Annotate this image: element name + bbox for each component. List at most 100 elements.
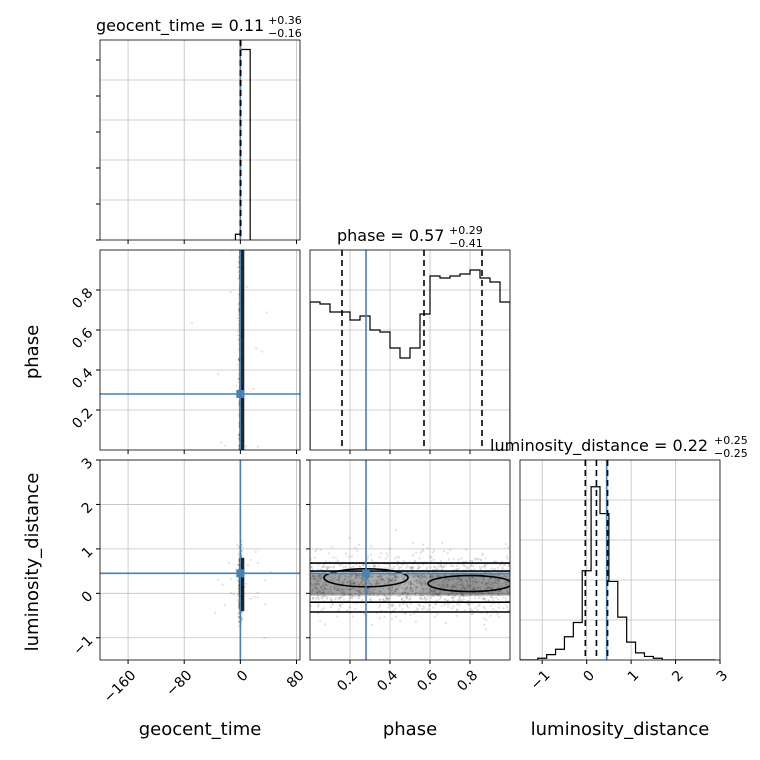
- sample-point: [354, 583, 358, 586]
- sample-point: [366, 589, 369, 592]
- sample-point: [489, 587, 493, 590]
- sample-point: [355, 563, 358, 566]
- sample-point: [236, 594, 240, 597]
- sample-point: [369, 598, 372, 601]
- sample-point: [369, 553, 373, 556]
- sample-point: [439, 564, 442, 567]
- sample-point: [366, 590, 370, 593]
- density-cell: [400, 573, 410, 596]
- sample-point: [355, 576, 358, 579]
- sample-point: [261, 350, 264, 353]
- sample-point: [324, 623, 327, 626]
- sample-point: [325, 596, 329, 599]
- sample-point: [252, 387, 255, 390]
- sample-point: [440, 563, 443, 567]
- sample-point: [382, 593, 385, 596]
- sample-point: [249, 597, 253, 600]
- sample-point: [338, 579, 341, 582]
- title-luminosity-distance-minus: −0.25: [714, 447, 748, 460]
- sample-point: [420, 576, 424, 579]
- sample-point: [484, 598, 487, 601]
- title-phase-plus: +0.29: [449, 224, 483, 237]
- sample-point: [441, 583, 444, 586]
- sample-point: [368, 597, 372, 600]
- hist-panel-phase: [309, 249, 511, 454]
- density-cell: [410, 573, 420, 596]
- sample-point: [459, 587, 462, 590]
- sample-point: [429, 566, 432, 569]
- sample-point: [317, 564, 320, 567]
- sample-point: [378, 598, 381, 601]
- sample-point: [316, 582, 319, 585]
- sample-point: [405, 595, 408, 598]
- sample-point: [432, 594, 436, 598]
- sample-point: [483, 596, 486, 599]
- sample-point: [407, 574, 410, 577]
- sample-point: [372, 565, 375, 568]
- sample-point: [397, 556, 401, 559]
- sample-point: [408, 589, 411, 592]
- density-cell: [490, 573, 500, 596]
- sample-point: [342, 588, 345, 592]
- density-cell: [440, 573, 450, 596]
- sample-point: [241, 546, 244, 549]
- sample-point: [359, 565, 362, 568]
- sample-point: [462, 565, 466, 568]
- sample-point: [370, 558, 374, 561]
- sample-point: [371, 589, 374, 593]
- sample-point: [497, 590, 500, 593]
- sample-point: [405, 596, 408, 599]
- sample-point: [410, 566, 413, 569]
- sample-point: [370, 623, 374, 626]
- sample-point: [326, 567, 329, 570]
- sample-point: [350, 594, 353, 597]
- sample-point: [377, 578, 380, 581]
- sample-point: [500, 584, 503, 587]
- sample-point: [495, 582, 499, 585]
- sample-point: [448, 585, 451, 588]
- sample-point: [507, 563, 510, 566]
- sample-point: [404, 587, 407, 590]
- sample-point: [256, 445, 259, 448]
- sample-point: [448, 593, 451, 596]
- sample-point: [220, 441, 223, 444]
- sample-point: [487, 586, 490, 589]
- sample-point: [368, 580, 371, 583]
- sample-point: [464, 587, 467, 590]
- sample-point: [405, 564, 409, 567]
- sample-point: [446, 602, 449, 605]
- sample-point: [331, 545, 334, 548]
- sample-point: [312, 574, 315, 577]
- histogram-step: [310, 269, 510, 450]
- sample-point: [415, 573, 418, 577]
- sample-point: [323, 594, 326, 598]
- density-cell: [360, 573, 370, 596]
- sample-point: [379, 604, 382, 607]
- sample-point: [397, 584, 400, 587]
- sample-point: [462, 598, 465, 601]
- sample-point: [406, 592, 410, 595]
- sample-point: [321, 565, 324, 569]
- density-cell: [450, 573, 460, 596]
- sample-point: [346, 581, 349, 584]
- sample-point: [379, 578, 383, 581]
- sample-point: [373, 564, 376, 567]
- sample-point: [314, 584, 318, 587]
- sample-point: [441, 584, 444, 587]
- sample-point: [411, 590, 414, 593]
- sample-point: [318, 574, 322, 578]
- sample-point: [263, 579, 266, 582]
- sample-point: [358, 543, 361, 546]
- sample-point: [491, 596, 495, 599]
- sample-point: [401, 602, 404, 606]
- sample-point: [434, 588, 438, 592]
- sample-point: [439, 560, 442, 563]
- sample-point: [455, 608, 459, 612]
- sample-point: [341, 580, 344, 584]
- sample-point: [472, 580, 475, 583]
- sample-point: [357, 597, 360, 600]
- sample-point: [344, 552, 348, 555]
- sample-point: [502, 563, 505, 567]
- sample-point: [422, 594, 425, 597]
- sample-point: [410, 582, 413, 585]
